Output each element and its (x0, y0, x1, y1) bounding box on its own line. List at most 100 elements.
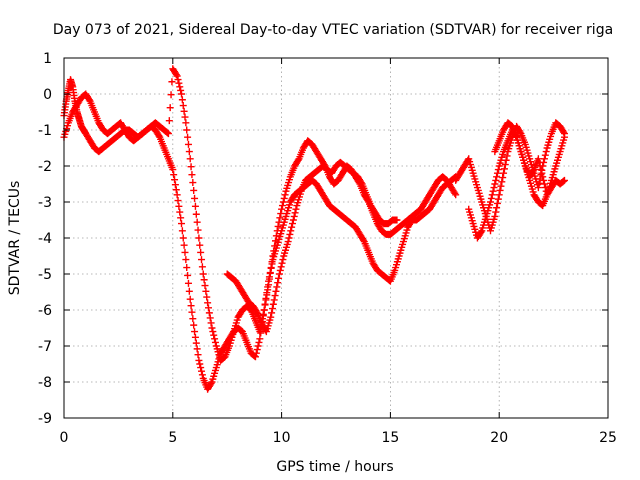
x-axis-title: GPS time / hours (276, 459, 393, 475)
data-point (168, 78, 176, 86)
data-point (541, 151, 549, 159)
y-tick-label: -7 (38, 339, 52, 355)
data-point (274, 222, 282, 230)
data-point (259, 310, 267, 318)
data-point (288, 220, 296, 228)
data-point (288, 223, 296, 231)
data-point (275, 270, 283, 278)
data-point (192, 210, 200, 218)
data-point (256, 328, 264, 336)
data-point (278, 205, 286, 213)
data-point (496, 186, 504, 194)
data-point (560, 133, 568, 141)
data-point (197, 364, 205, 372)
data-point (189, 315, 197, 323)
data-point (488, 191, 496, 199)
y-tick-label: -1 (38, 123, 52, 139)
data-point (182, 119, 190, 127)
data-point (393, 216, 401, 224)
data-point (167, 91, 175, 99)
data-point (180, 241, 188, 249)
data-point (265, 281, 273, 289)
data-point (199, 270, 207, 278)
data-point (198, 371, 206, 379)
data-point (198, 256, 206, 264)
data-point (265, 275, 273, 283)
data-point (493, 169, 501, 177)
data-point (491, 180, 499, 188)
data-point (529, 167, 537, 175)
data-point (207, 319, 215, 327)
data-point (178, 220, 186, 228)
data-point (176, 83, 184, 91)
data-point (281, 191, 289, 199)
data-point (268, 258, 276, 266)
data-point (208, 324, 216, 332)
data-point (178, 227, 186, 235)
series-trace-c (223, 158, 401, 336)
data-point (276, 214, 284, 222)
data-point (181, 248, 189, 256)
data-point (255, 338, 263, 346)
data-point (289, 216, 297, 224)
data-point (491, 212, 499, 220)
data-point (253, 308, 261, 316)
data-point (186, 155, 194, 163)
data-point (275, 218, 283, 226)
data-point (501, 161, 509, 169)
data-point (184, 140, 192, 148)
data-point (186, 295, 194, 303)
data-point (274, 279, 282, 287)
data-point (173, 72, 181, 80)
data-point (535, 158, 543, 166)
data-point (191, 333, 199, 341)
data-point (210, 331, 218, 339)
data-point (267, 313, 275, 321)
data-point (272, 237, 280, 245)
data-point (174, 76, 182, 84)
data-point (195, 356, 203, 364)
data-point (477, 228, 485, 236)
data-point (279, 256, 287, 264)
data-point (191, 202, 199, 210)
data-point (253, 346, 261, 354)
data-point (164, 130, 172, 138)
series-trace-f (491, 119, 568, 199)
x-tick-label: 20 (490, 430, 508, 446)
data-point (560, 128, 568, 136)
data-point (268, 305, 276, 313)
x-tick-label: 10 (273, 430, 291, 446)
data-point (540, 180, 548, 188)
data-point (206, 314, 214, 322)
y-tick-label: -8 (38, 375, 52, 391)
data-point (171, 176, 179, 184)
data-point (204, 299, 212, 307)
data-point (254, 342, 262, 350)
data-point (540, 155, 548, 163)
data-point (181, 113, 189, 121)
data-point (85, 96, 93, 104)
data-point (277, 210, 285, 218)
data-point (452, 191, 460, 199)
data-point (177, 86, 185, 94)
data-point (191, 194, 199, 202)
grid-layer (64, 58, 608, 418)
data-point (560, 176, 568, 184)
data-point (503, 152, 511, 160)
y-tick-label: -6 (38, 303, 52, 319)
data-point (251, 353, 259, 361)
data-point (190, 321, 198, 329)
y-tick-label: -9 (38, 411, 52, 427)
data-point (179, 102, 187, 110)
y-axis-title: SDTVAR / TECUs (7, 181, 23, 296)
data-point (535, 179, 543, 187)
data-point (184, 133, 192, 141)
data-point (286, 230, 294, 238)
data-point (500, 165, 508, 173)
data-point (273, 283, 281, 291)
x-tick-label: 5 (168, 430, 177, 446)
data-point (179, 234, 187, 242)
data-point (273, 227, 281, 235)
data-point (494, 195, 502, 203)
